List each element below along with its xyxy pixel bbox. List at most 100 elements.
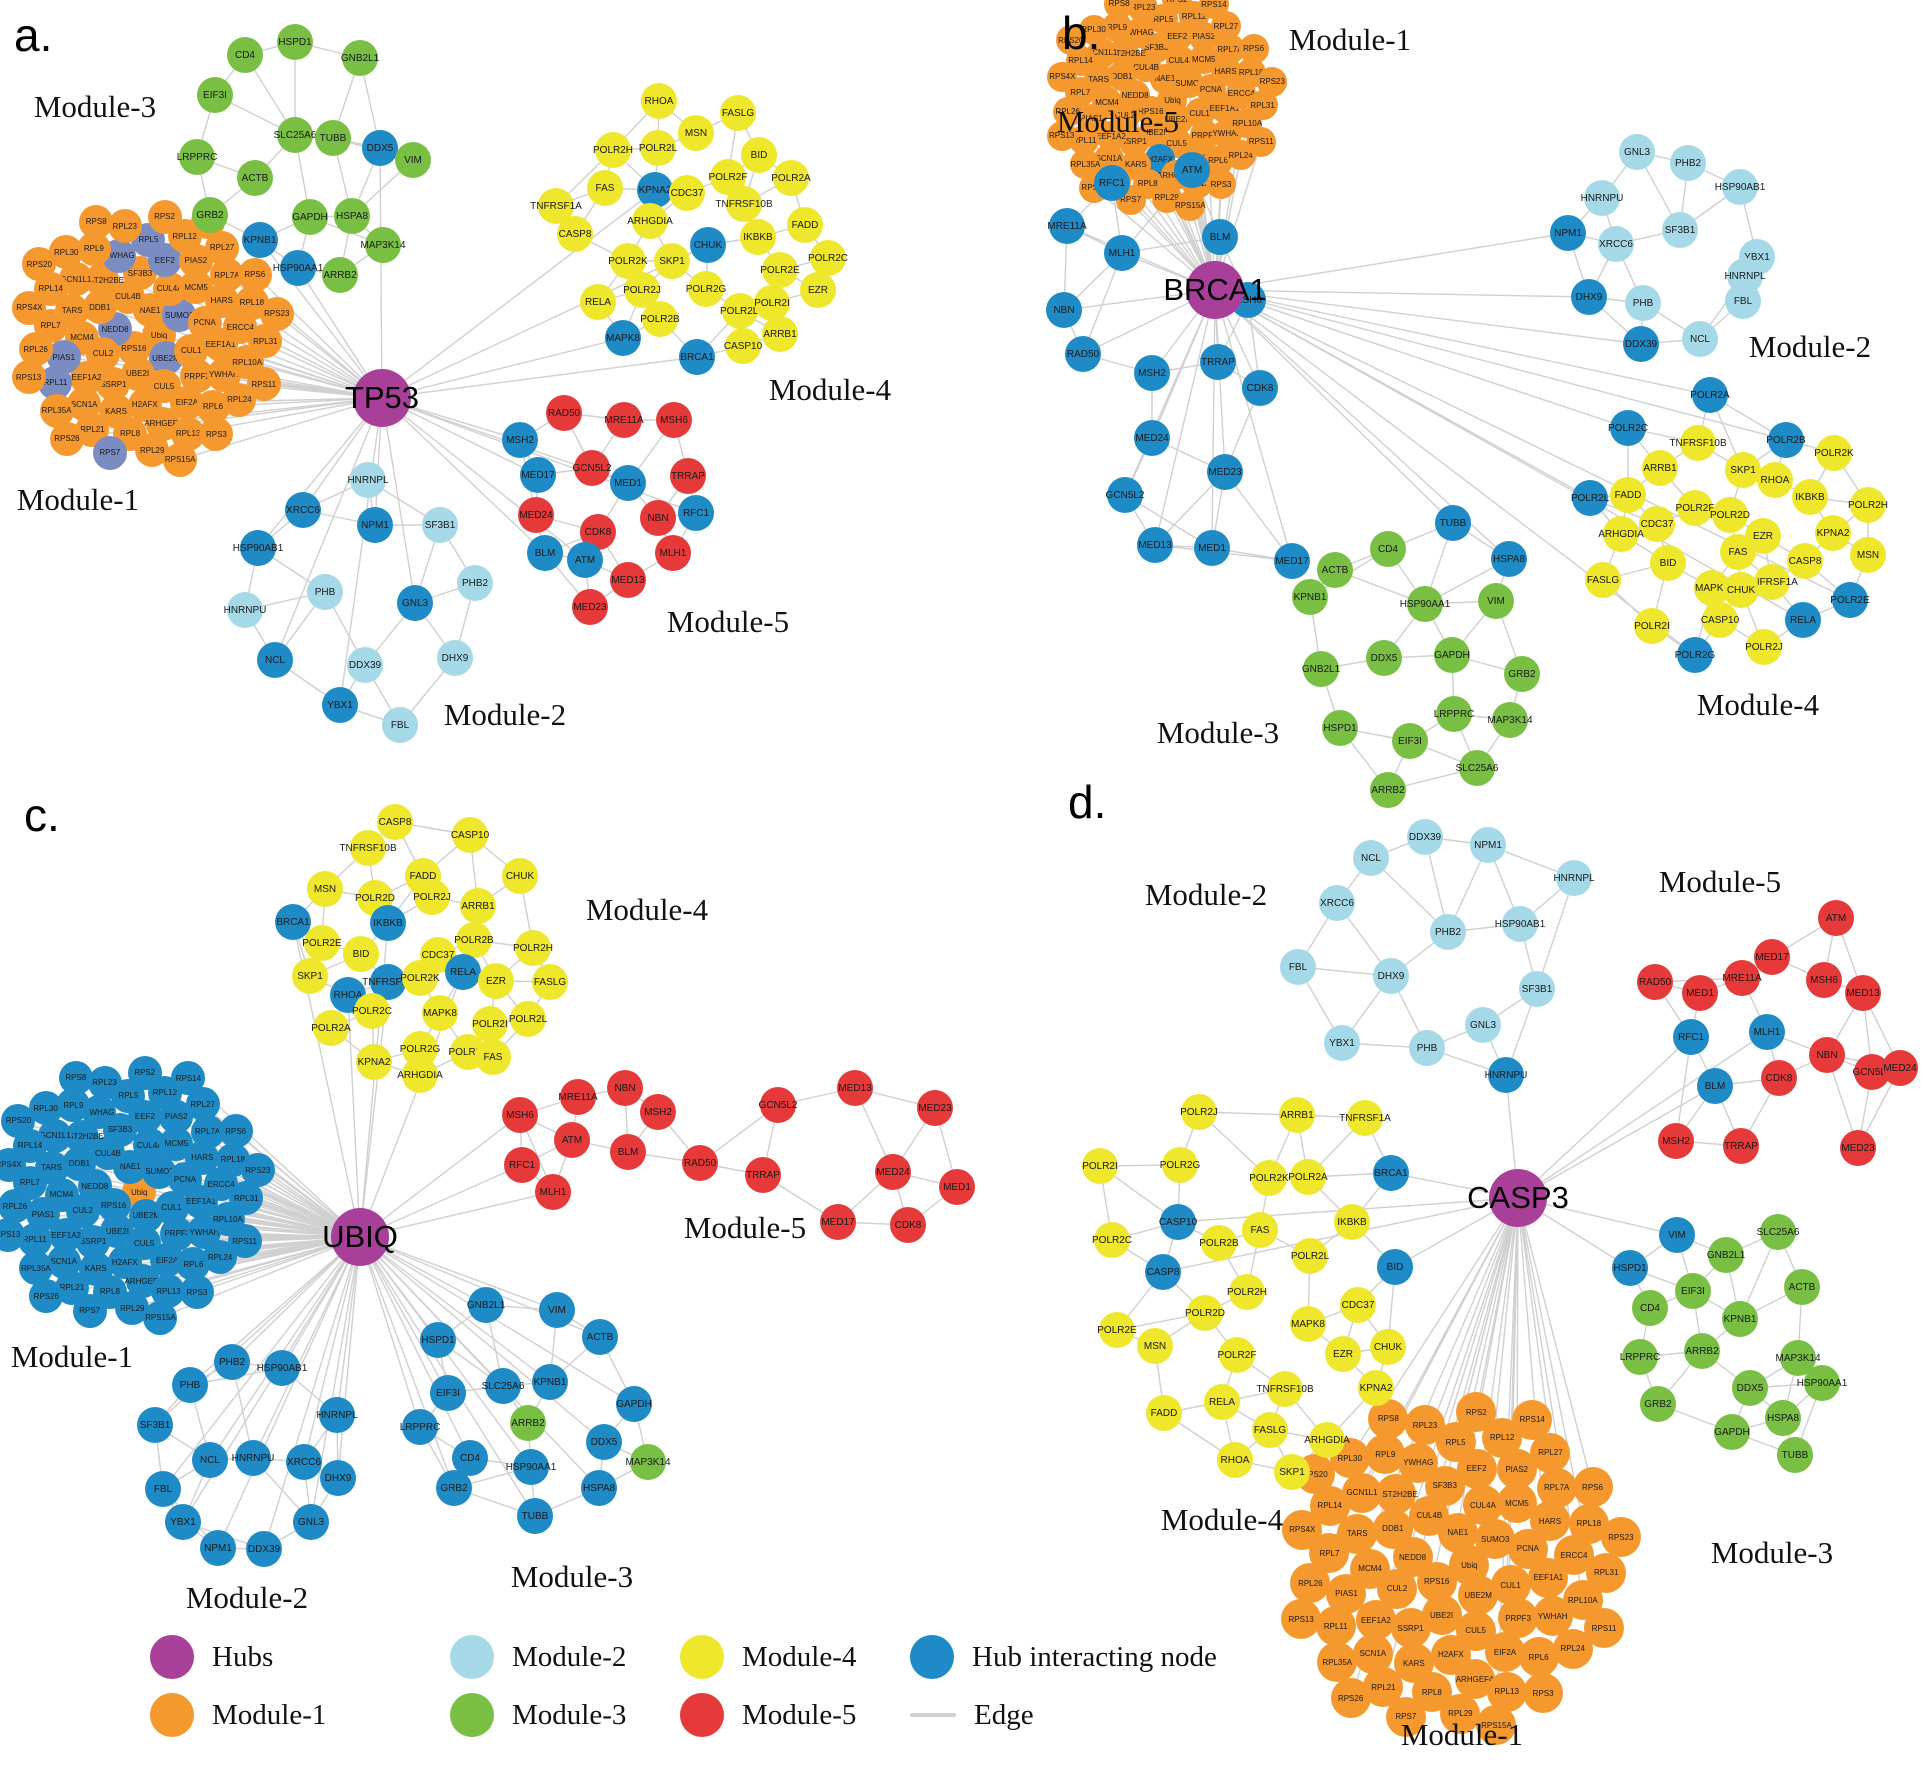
node-GRB2[interactable]: GRB2: [1640, 1386, 1676, 1422]
node-SF3B1[interactable]: SF3B1: [1662, 212, 1698, 248]
node-MSH2[interactable]: MSH2: [1658, 1123, 1694, 1159]
node-ARHGDIA[interactable]: ARHGDIA: [1598, 516, 1644, 552]
node-DHX9[interactable]: DHX9: [320, 1460, 356, 1496]
node-MED13[interactable]: MED13: [1845, 975, 1881, 1011]
node-HSPD1[interactable]: HSPD1: [1322, 710, 1358, 746]
node-IKBKB[interactable]: IKBKB: [1792, 479, 1828, 515]
node-FBL[interactable]: FBL: [382, 707, 418, 743]
node-RPS6[interactable]: RPS6: [1238, 33, 1269, 64]
node-MLH1[interactable]: MLH1: [1104, 235, 1140, 271]
node-RHOA[interactable]: RHOA: [1217, 1442, 1253, 1478]
node-RPL27[interactable]: RPL27: [1530, 1432, 1571, 1473]
node-MED13[interactable]: MED13: [837, 1070, 873, 1106]
node-GNL3[interactable]: GNL3: [397, 585, 433, 621]
node-MAP3K14[interactable]: MAP3K14: [625, 1444, 671, 1480]
node-RPL6[interactable]: RPL6: [1518, 1637, 1559, 1678]
node-DDX5[interactable]: DDX5: [1366, 640, 1402, 676]
node-ARRB1[interactable]: ARRB1: [1642, 450, 1678, 486]
node-RPL23[interactable]: RPL23: [1404, 1405, 1445, 1446]
node-RELA[interactable]: RELA: [1785, 602, 1821, 638]
node-NPM1[interactable]: NPM1: [1470, 827, 1506, 863]
node-FADD[interactable]: FADD: [1610, 477, 1646, 513]
node-BID[interactable]: BID: [1377, 1249, 1413, 1285]
node-GNL3[interactable]: GNL3: [1619, 134, 1655, 170]
node-MED17[interactable]: MED17: [520, 457, 556, 493]
node-MAP3K14[interactable]: MAP3K14: [1775, 1340, 1821, 1376]
node-TRRAP[interactable]: TRRAP: [1200, 344, 1236, 380]
node-RELA[interactable]: RELA: [580, 284, 616, 320]
node-RPS6[interactable]: RPS6: [218, 1114, 253, 1149]
node-KPNB1[interactable]: KPNB1: [1722, 1301, 1758, 1337]
node-RPL7A[interactable]: RPL7A: [1536, 1467, 1577, 1508]
hub-UBIQ[interactable]: [331, 1208, 389, 1266]
node-MAPK8[interactable]: MAPK8: [1290, 1306, 1326, 1342]
node-PHB[interactable]: PHB: [307, 574, 343, 610]
node-BLM[interactable]: BLM: [1697, 1068, 1733, 1104]
node-RPS23[interactable]: RPS23: [1257, 66, 1288, 97]
node-MAPK8[interactable]: MAPK8: [605, 320, 641, 356]
node-RPS8[interactable]: RPS8: [58, 1060, 93, 1095]
node-RPL23[interactable]: RPL23: [107, 209, 142, 244]
node-SLC25A6[interactable]: SLC25A6: [1757, 1214, 1799, 1250]
node-MED24[interactable]: MED24: [1134, 420, 1170, 456]
node-RPS11[interactable]: RPS11: [246, 367, 281, 402]
node-DHX9[interactable]: DHX9: [437, 640, 473, 676]
node-HSP90AB1[interactable]: HSP90AB1: [233, 530, 283, 566]
node-POLR2D[interactable]: POLR2D: [1185, 1295, 1225, 1331]
node-NCL[interactable]: NCL: [1353, 840, 1389, 876]
node-POLR2D[interactable]: POLR2D: [720, 293, 760, 329]
node-LRPPRC[interactable]: LRPPRC: [1620, 1339, 1660, 1375]
node-POLR2I[interactable]: POLR2I: [1082, 1148, 1118, 1184]
node-RPS23[interactable]: RPS23: [1600, 1517, 1641, 1558]
node-RPS3[interactable]: RPS3: [1523, 1673, 1564, 1713]
node-POLR2F[interactable]: POLR2F: [1218, 1337, 1256, 1373]
node-FAS[interactable]: FAS: [587, 170, 623, 206]
node-TUBB[interactable]: TUBB: [517, 1498, 553, 1534]
node-RPS2[interactable]: RPS2: [147, 199, 182, 234]
node-RFC1[interactable]: RFC1: [504, 1147, 540, 1183]
node-DDX39[interactable]: DDX39: [246, 1531, 282, 1567]
node-DDX5[interactable]: DDX5: [362, 130, 398, 166]
node-FADD[interactable]: FADD: [1146, 1395, 1182, 1431]
node-XRCC6[interactable]: XRCC6: [1319, 885, 1355, 921]
node-POLR2F[interactable]: POLR2F: [1676, 490, 1714, 526]
node-RHOA[interactable]: RHOA: [1757, 462, 1793, 498]
node-RELA[interactable]: RELA: [445, 954, 481, 990]
node-MSN[interactable]: MSN: [1137, 1328, 1173, 1364]
node-ARHGDIA[interactable]: ARHGDIA: [627, 203, 673, 239]
node-MSN[interactable]: MSN: [307, 871, 343, 907]
node-TNFRSF10B[interactable]: TNFRSF10B: [339, 830, 397, 866]
node-GCN5L2[interactable]: GCN5L2: [1106, 477, 1144, 513]
node-SKP1[interactable]: SKP1: [654, 243, 690, 279]
hub-BRCA1[interactable]: [1186, 261, 1244, 319]
node-MLH1[interactable]: MLH1: [1749, 1014, 1785, 1050]
node-HSPA8[interactable]: HSPA8: [334, 198, 370, 234]
node-CDC37[interactable]: CDC37: [1340, 1287, 1376, 1323]
node-RPL31[interactable]: RPL31: [1586, 1552, 1627, 1593]
node-RPS6[interactable]: RPS6: [1572, 1467, 1613, 1508]
node-PHB[interactable]: PHB: [172, 1367, 208, 1403]
node-RPS2[interactable]: RPS2: [127, 1055, 162, 1090]
node-MSH2[interactable]: MSH2: [502, 422, 538, 458]
node-POLR2L[interactable]: POLR2L: [509, 1001, 547, 1037]
node-RFC1[interactable]: RFC1: [1094, 165, 1130, 201]
node-ARRB2[interactable]: ARRB2: [1684, 1333, 1720, 1369]
node-VIM[interactable]: VIM: [395, 142, 431, 178]
node-BID[interactable]: BID: [1650, 545, 1686, 581]
node-CDK8[interactable]: CDK8: [890, 1207, 926, 1243]
node-GAPDH[interactable]: GAPDH: [292, 199, 328, 235]
node-TNFRSF1A[interactable]: TNFRSF1A: [1746, 564, 1798, 600]
node-MRE11A[interactable]: MRE11A: [1047, 208, 1087, 244]
node-BRCA1[interactable]: BRCA1: [679, 339, 715, 375]
node-HSP90AB1[interactable]: HSP90AB1: [257, 1350, 307, 1386]
node-POLR2A[interactable]: POLR2A: [311, 1010, 351, 1046]
node-DDX39[interactable]: DDX39: [1623, 326, 1659, 362]
node-BID[interactable]: BID: [343, 936, 379, 972]
node-POLR2K[interactable]: POLR2K: [1249, 1160, 1289, 1196]
node-MRE11A[interactable]: MRE11A: [604, 402, 644, 438]
node-NBN[interactable]: NBN: [607, 1070, 643, 1106]
node-KPNB1[interactable]: KPNB1: [1292, 579, 1328, 615]
node-HSPA8[interactable]: HSPA8: [581, 1470, 617, 1506]
node-POLR2C[interactable]: POLR2C: [1092, 1222, 1132, 1258]
node-RPS4X[interactable]: RPS4X: [12, 290, 47, 325]
